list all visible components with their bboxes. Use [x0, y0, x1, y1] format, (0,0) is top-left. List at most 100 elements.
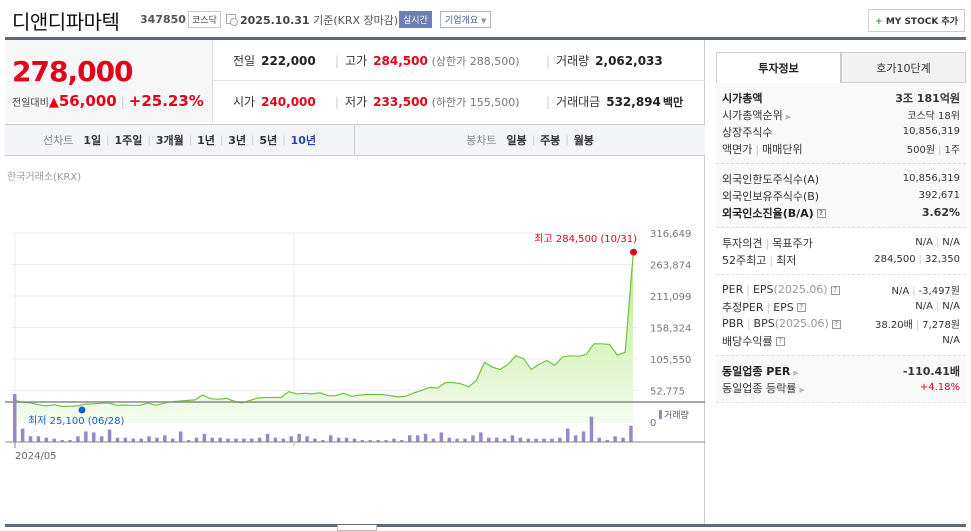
tab-weekly-candle[interactable]: 주봉	[540, 134, 561, 147]
tab-order-book[interactable]: 호가10단계	[841, 52, 966, 83]
chart-type-tabs: 선차트 1일 | 1주일 | 3개월 | 1년 | 3년 | 5년 | 10년 봉차트 일봉…	[5, 124, 705, 156]
price-line	[14, 256, 634, 408]
amount-label: 거래대금	[556, 95, 601, 109]
info-row: 상장주식수 10,856,319	[722, 123, 960, 140]
open-price: 시가 240,000	[233, 93, 316, 110]
divider: |	[219, 134, 224, 146]
low-marker	[78, 406, 86, 414]
tab-1y[interactable]: 1년	[197, 134, 215, 147]
volume-bar	[613, 436, 617, 442]
volume: | 거래량 2,062,033	[546, 52, 663, 69]
help-icon[interactable]: ?	[830, 285, 840, 295]
volume-bar	[202, 433, 207, 442]
info-row: 배당수익률? N/A	[722, 332, 960, 349]
quote-date: 2025.10.31 기준(KRX 장마감)	[240, 12, 398, 28]
volume-bar	[281, 438, 286, 442]
quote-panel: 278,000 전일대비▲56,000 | +25.23% 전일 222,000 | 고…	[5, 40, 705, 524]
help-icon[interactable]: ?	[831, 319, 841, 329]
help-icon[interactable]: ?	[775, 337, 785, 346]
info-row: 액면가 | 매매단위 500원 | 1주	[722, 140, 960, 157]
volume-bar	[463, 438, 467, 442]
open-label: 시가	[233, 95, 256, 109]
tab-5y[interactable]: 5년	[259, 134, 278, 147]
exchange-label: 한국거래소(KRX)	[7, 172, 82, 183]
date-value: 2025.10.31	[240, 14, 310, 27]
day-high: | 고가 284,500 (상한가 288,500)	[335, 52, 520, 69]
info-label: 투자의견 | 목표주가	[722, 236, 813, 250]
tab-3y[interactable]: 3년	[228, 134, 247, 147]
info-row[interactable]: 시가총액순위 ▶ 코스닥 18위	[722, 106, 960, 123]
tab-monthly-candle[interactable]: 월봉	[573, 134, 594, 147]
market-badge: 코스닥	[188, 11, 221, 28]
company-info-dropdown[interactable]: 기업개요 ▼	[440, 11, 492, 28]
divider: |	[106, 134, 110, 146]
volume-bar	[218, 437, 222, 442]
volume-bar	[147, 436, 151, 442]
volume-bar	[257, 437, 262, 442]
date-suffix: 기준(KRX 장마감)	[313, 14, 399, 27]
period-label: (2025.06)	[774, 317, 829, 330]
volume-bar	[297, 433, 301, 442]
candle-chart-tabs: 봉차트 일봉 | 주봉 | 월봉	[355, 125, 705, 155]
tab-investment-info[interactable]: 투자정보	[716, 52, 841, 83]
volume-bar	[494, 437, 499, 442]
tab-10y[interactable]: 10년	[290, 134, 316, 147]
tab-3m[interactable]: 3개월	[155, 134, 184, 147]
divider: |	[765, 236, 770, 250]
volume-bar	[629, 425, 633, 442]
help-icon[interactable]: ?	[796, 303, 806, 312]
volume-bar	[163, 435, 167, 442]
volume-bar	[384, 440, 388, 442]
info-value: +4.18%	[919, 382, 960, 393]
info-row[interactable]: 동일업종 PER ▶ -110.41배	[722, 362, 960, 379]
info-row[interactable]: 동일업종 등락률 ▶ +4.18%	[722, 379, 960, 396]
divider: |	[120, 95, 125, 109]
tab-1d[interactable]: 1일	[83, 134, 102, 147]
volume-bar	[447, 437, 451, 442]
volume-bar	[589, 416, 594, 442]
price-change: 전일대비▲56,000 | +25.23%	[12, 92, 204, 110]
info-label: 상장주식수	[722, 125, 773, 139]
volume-bar	[99, 436, 104, 442]
volume-bar	[139, 438, 143, 442]
low-annotation: 최저 25,100 (06/28)	[28, 415, 124, 427]
volume-bar	[13, 394, 17, 442]
arrow-right-icon: ▶	[793, 368, 799, 377]
info-label: 시가총액순위 ▶	[722, 108, 792, 122]
low-value: 233,500	[373, 95, 428, 109]
divider: |	[918, 254, 922, 265]
volume-value: 2,062,033	[595, 53, 663, 68]
trade-amount: | 거래대금 532,894 백만	[546, 93, 683, 110]
info-value: 284,500 | 32,350	[874, 254, 960, 265]
tab-1w[interactable]: 1주일	[114, 134, 143, 147]
info-label: 외국인소진율(B/A)?	[722, 205, 826, 221]
volume-bar	[344, 437, 349, 442]
y-tick-label: 158,324	[650, 324, 691, 335]
divider: |	[746, 317, 751, 330]
info-row: 외국인한도주식수(A) 10,856,319	[722, 170, 960, 187]
info-section: PER | EPS(2025.06)? N/A | -3,497원 추정PER | EPS? N/…	[716, 275, 966, 356]
price-chart[interactable]: 0 52,775 105,550 158,324 211,099 263,874 316,6…	[5, 180, 705, 520]
plus-icon: +	[875, 17, 883, 27]
up-arrow-icon: ▲	[48, 95, 59, 110]
info-row: 52주최고 | 최저 284,500 | 32,350	[722, 251, 960, 268]
help-icon[interactable]: ?	[816, 209, 826, 218]
bottom-divider	[5, 524, 966, 527]
stock-header: 디앤디파마텍 347850 코스닥 2025.10.31 기준(KRX 장마감)…	[0, 0, 971, 38]
info-label: 외국인한도주식수(A)	[722, 172, 820, 186]
add-my-stock-button[interactable]: + MY STOCK 추가	[868, 9, 965, 32]
stock-code: 347850	[140, 13, 186, 26]
volume-bar	[273, 437, 278, 442]
divider: |	[746, 283, 750, 296]
realtime-badge[interactable]: 실시간	[399, 11, 432, 28]
volume-bar	[52, 438, 56, 442]
volume-bar	[265, 433, 270, 442]
volume-bar	[171, 438, 175, 442]
quote-details: 전일 222,000 | 고가 284,500 (상한가 288,500) | 거래량 2…	[213, 40, 705, 123]
volume-bar	[131, 438, 135, 442]
info-label: 시가총액	[722, 91, 763, 105]
quote-row-1: 전일 222,000 | 고가 284,500 (상한가 288,500) | 거래량 2…	[213, 40, 705, 81]
bottom-tab-handle[interactable]	[337, 525, 377, 531]
info-value: N/A | -3,497원	[891, 286, 960, 297]
tab-daily-candle[interactable]: 일봉	[506, 134, 527, 147]
